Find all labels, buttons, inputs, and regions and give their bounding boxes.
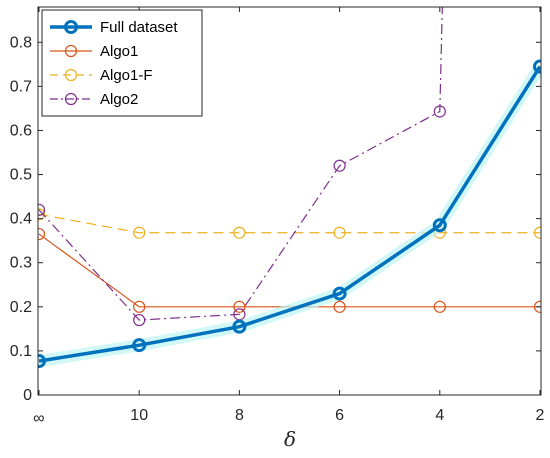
legend-label: Full dataset <box>100 19 178 36</box>
data-point <box>133 313 146 327</box>
x-tick-label: 2 <box>536 407 545 424</box>
series-line <box>38 65 541 363</box>
data-point <box>533 300 541 313</box>
y-tick-label: 0.2 <box>10 299 32 316</box>
series-algo1-f <box>38 208 541 239</box>
legend-marker <box>64 92 78 106</box>
data-point <box>433 105 446 118</box>
data-point <box>432 218 447 233</box>
x-tick-label: ∞ <box>33 410 44 427</box>
legend-entry: Full dataset <box>50 19 178 36</box>
y-tick-label: 0.4 <box>10 211 32 228</box>
series-line <box>38 7 443 321</box>
x-axis-label: δ <box>284 427 296 451</box>
data-point <box>38 227 46 241</box>
y-tick-label: 0.1 <box>10 343 32 360</box>
data-point <box>38 354 46 369</box>
legend-entry: Algo1 <box>50 43 138 60</box>
legend-label: Algo1-F <box>100 67 153 84</box>
data-point <box>132 338 147 353</box>
data-point <box>333 300 346 313</box>
legend-marker <box>64 20 78 34</box>
legend-entry: Algo2 <box>50 91 138 108</box>
data-point <box>333 226 346 239</box>
data-point <box>333 159 346 172</box>
data-point <box>533 59 541 74</box>
y-tick-label: 0.7 <box>10 78 32 95</box>
data-point <box>533 226 541 239</box>
data-point <box>232 319 247 334</box>
y-tick-label: 0 <box>23 387 32 404</box>
ticks-layer: 0 0.1 0.2 0.3 0.4 0.5 0.6 0.7 0.8 ∞ 10 8 6 4 2 <box>10 7 545 427</box>
data-point <box>233 226 246 239</box>
y-tick-label: 0.8 <box>10 34 32 51</box>
data-point <box>38 203 46 216</box>
x-tick-label: 4 <box>435 407 444 424</box>
y-tick-label: 0.5 <box>10 167 32 184</box>
legend-marker <box>64 44 78 58</box>
x-tick-label: 6 <box>335 407 344 424</box>
x-tick-label: 8 <box>235 407 244 424</box>
legend-label: Algo2 <box>100 91 138 108</box>
legend-label: Algo1 <box>100 43 138 60</box>
legend-entry: Algo1-F <box>50 67 153 84</box>
series-line <box>38 213 540 234</box>
data-point <box>133 226 146 239</box>
legend-marker <box>64 68 78 82</box>
data-point <box>133 300 146 313</box>
series-algo2 <box>38 7 446 327</box>
series-full-dataset <box>38 59 541 369</box>
y-tick-label: 0.3 <box>10 255 32 272</box>
series-layer <box>38 7 541 369</box>
legend: Full dataset Algo1 Algo1-F Algo2 <box>41 9 203 117</box>
data-point <box>38 208 46 221</box>
data-point <box>332 286 347 301</box>
data-point <box>433 300 446 313</box>
x-tick-label: 10 <box>130 407 148 424</box>
y-tick-label: 0.6 <box>10 122 32 139</box>
plot-frame <box>37 6 542 396</box>
data-point <box>233 300 246 313</box>
